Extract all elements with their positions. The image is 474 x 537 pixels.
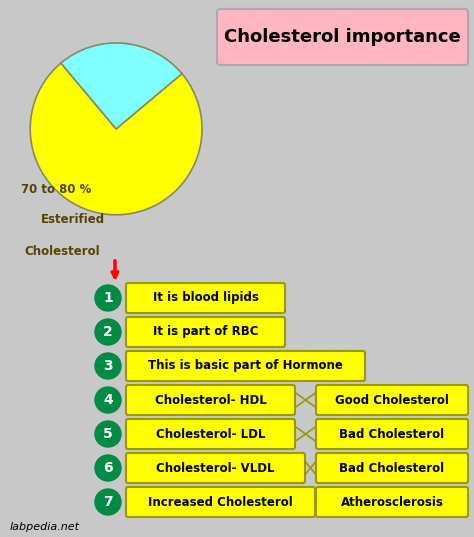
FancyBboxPatch shape bbox=[126, 453, 305, 483]
Text: labpedia.net: labpedia.net bbox=[10, 522, 80, 532]
Text: It is part of RBC: It is part of RBC bbox=[153, 325, 258, 338]
Circle shape bbox=[95, 319, 121, 345]
Text: 6: 6 bbox=[103, 461, 113, 475]
Text: 5: 5 bbox=[103, 427, 113, 441]
Circle shape bbox=[95, 421, 121, 447]
Text: Good Cholesterol: Good Cholesterol bbox=[335, 394, 449, 407]
FancyBboxPatch shape bbox=[126, 487, 315, 517]
Text: 1: 1 bbox=[103, 291, 113, 305]
Text: Bad Cholesterol: Bad Cholesterol bbox=[339, 427, 445, 440]
Text: Increased Cholesterol: Increased Cholesterol bbox=[148, 496, 293, 509]
Text: It is blood lipids: It is blood lipids bbox=[153, 292, 258, 304]
Circle shape bbox=[95, 455, 121, 481]
Wedge shape bbox=[30, 63, 202, 215]
Circle shape bbox=[95, 285, 121, 311]
Text: Cholesterol importance: Cholesterol importance bbox=[224, 28, 461, 46]
FancyBboxPatch shape bbox=[316, 385, 468, 415]
Text: Bad Cholesterol: Bad Cholesterol bbox=[339, 461, 445, 475]
Wedge shape bbox=[61, 43, 182, 129]
FancyBboxPatch shape bbox=[316, 487, 468, 517]
Circle shape bbox=[95, 387, 121, 413]
Text: 2: 2 bbox=[103, 325, 113, 339]
Text: Cholesterol: Cholesterol bbox=[25, 245, 100, 258]
Text: Cholesterol- LDL: Cholesterol- LDL bbox=[156, 427, 265, 440]
Text: Esterified: Esterified bbox=[41, 213, 105, 226]
FancyBboxPatch shape bbox=[126, 317, 285, 347]
Text: 4: 4 bbox=[103, 393, 113, 407]
FancyBboxPatch shape bbox=[126, 419, 295, 449]
Text: Cholesterol- VLDL: Cholesterol- VLDL bbox=[156, 461, 275, 475]
Text: Cholesterol- HDL: Cholesterol- HDL bbox=[155, 394, 266, 407]
FancyBboxPatch shape bbox=[316, 453, 468, 483]
Text: Atherosclerosis: Atherosclerosis bbox=[340, 496, 444, 509]
Text: 70 to 80 %: 70 to 80 % bbox=[21, 183, 91, 195]
Circle shape bbox=[95, 489, 121, 515]
FancyBboxPatch shape bbox=[126, 351, 365, 381]
Circle shape bbox=[95, 353, 121, 379]
FancyBboxPatch shape bbox=[126, 385, 295, 415]
Text: 3: 3 bbox=[103, 359, 113, 373]
Text: 7: 7 bbox=[103, 495, 113, 509]
FancyBboxPatch shape bbox=[316, 419, 468, 449]
FancyBboxPatch shape bbox=[126, 283, 285, 313]
Text: This is basic part of Hormone: This is basic part of Hormone bbox=[148, 359, 343, 373]
FancyBboxPatch shape bbox=[217, 9, 468, 65]
